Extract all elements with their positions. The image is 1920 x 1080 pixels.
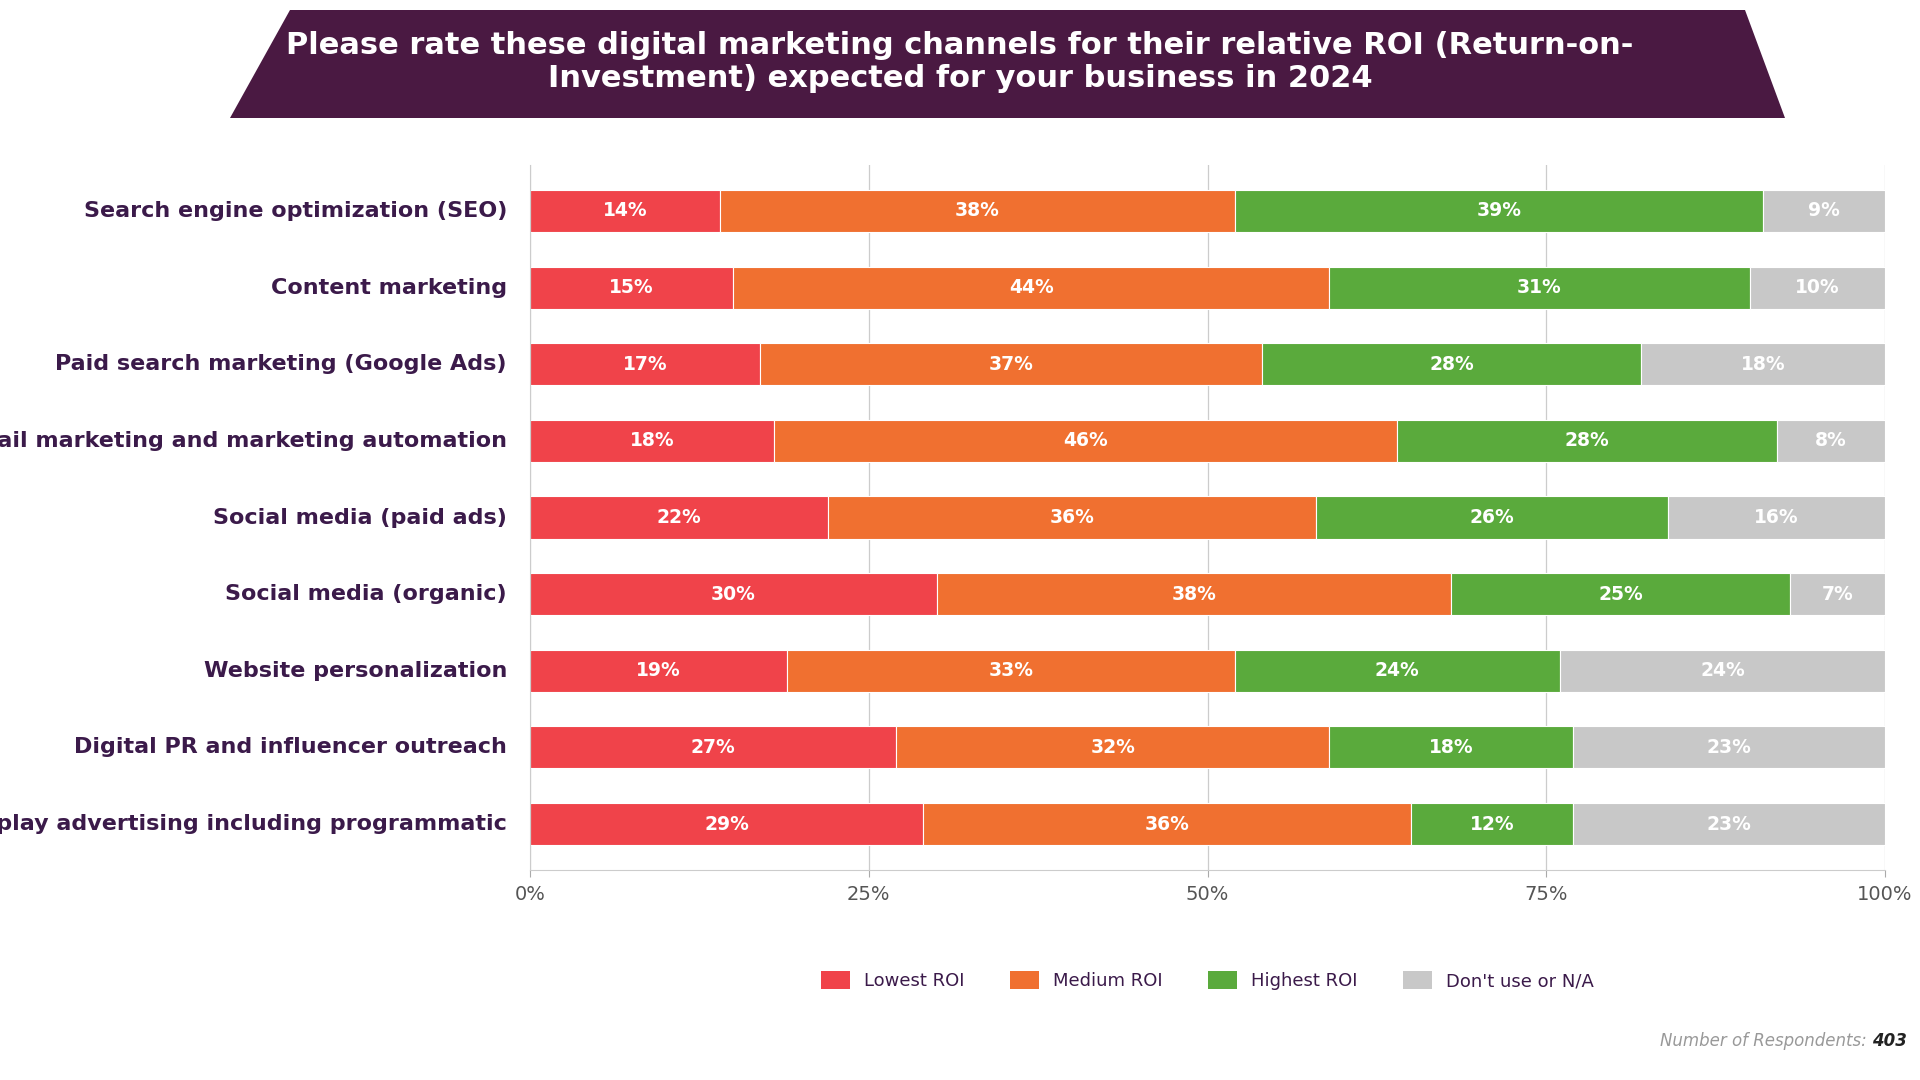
Bar	[530, 650, 787, 692]
Bar	[1452, 573, 1789, 616]
Bar	[530, 190, 720, 232]
Bar	[530, 343, 760, 386]
Bar	[774, 420, 1398, 462]
Text: Number of Respondents:: Number of Respondents:	[1661, 1031, 1872, 1050]
Bar	[1235, 650, 1559, 692]
Bar	[530, 573, 937, 616]
Text: 23%: 23%	[1707, 738, 1751, 757]
Bar	[828, 497, 1315, 539]
Text: 19%: 19%	[636, 661, 682, 680]
Bar	[530, 497, 828, 539]
Bar	[530, 267, 733, 309]
Bar	[1398, 420, 1776, 462]
Text: 24%: 24%	[1375, 661, 1419, 680]
Bar	[787, 650, 1235, 692]
Text: 31%: 31%	[1517, 279, 1561, 297]
Text: 10%: 10%	[1795, 279, 1839, 297]
Text: 28%: 28%	[1565, 431, 1609, 450]
Legend: Lowest ROI, Medium ROI, Highest ROI, Don't use or N/A: Lowest ROI, Medium ROI, Highest ROI, Don…	[814, 963, 1601, 998]
Text: 18%: 18%	[630, 431, 674, 450]
Text: 38%: 38%	[1171, 584, 1217, 604]
Text: 44%: 44%	[1010, 279, 1054, 297]
Text: 33%: 33%	[989, 661, 1033, 680]
Bar	[924, 802, 1411, 845]
Text: 7%: 7%	[1822, 584, 1853, 604]
Bar	[1776, 420, 1885, 462]
Bar	[1668, 497, 1885, 539]
Bar	[530, 727, 897, 769]
Text: Paid search marketing (Google Ads): Paid search marketing (Google Ads)	[56, 354, 507, 375]
Text: 39%: 39%	[1476, 202, 1521, 220]
Text: Social media (paid ads): Social media (paid ads)	[213, 508, 507, 527]
Text: 12%: 12%	[1469, 814, 1515, 834]
Bar	[733, 267, 1329, 309]
Text: Digital PR and influencer outreach: Digital PR and influencer outreach	[75, 738, 507, 757]
Text: Website personalization: Website personalization	[204, 661, 507, 680]
Text: 9%: 9%	[1809, 202, 1839, 220]
Text: Social media (organic): Social media (organic)	[225, 584, 507, 604]
Bar	[720, 190, 1235, 232]
Text: 36%: 36%	[1050, 508, 1094, 527]
Bar	[1749, 267, 1885, 309]
Bar	[1329, 267, 1749, 309]
Text: Please rate these digital marketing channels for their relative ROI (Return-on-
: Please rate these digital marketing chan…	[286, 30, 1634, 93]
Text: Content marketing: Content marketing	[271, 278, 507, 298]
Bar	[1411, 802, 1572, 845]
Text: 23%: 23%	[1707, 814, 1751, 834]
Text: 30%: 30%	[710, 584, 756, 604]
Text: 26%: 26%	[1469, 508, 1515, 527]
Bar	[1559, 650, 1885, 692]
Text: 37%: 37%	[989, 354, 1033, 374]
Text: 28%: 28%	[1428, 354, 1475, 374]
Bar	[1572, 802, 1885, 845]
Text: Email marketing and marketing automation: Email marketing and marketing automation	[0, 431, 507, 450]
Bar	[1572, 727, 1885, 769]
Text: 29%: 29%	[705, 814, 749, 834]
Bar	[1642, 343, 1885, 386]
Bar	[1763, 190, 1885, 232]
Bar	[1235, 190, 1763, 232]
Text: 25%: 25%	[1597, 584, 1644, 604]
Text: 36%: 36%	[1144, 814, 1188, 834]
Bar	[1315, 497, 1668, 539]
Bar	[1329, 727, 1572, 769]
Bar	[937, 573, 1452, 616]
Text: 8%: 8%	[1814, 431, 1847, 450]
Text: 38%: 38%	[954, 202, 1000, 220]
Text: 403: 403	[1872, 1031, 1907, 1050]
Text: 18%: 18%	[1741, 354, 1786, 374]
Bar	[1789, 573, 1885, 616]
Bar	[530, 802, 924, 845]
Text: 17%: 17%	[622, 354, 668, 374]
Text: 32%: 32%	[1091, 738, 1135, 757]
Text: Search engine optimization (SEO): Search engine optimization (SEO)	[84, 201, 507, 221]
Text: 15%: 15%	[609, 279, 655, 297]
Text: 18%: 18%	[1428, 738, 1475, 757]
Text: 14%: 14%	[603, 202, 647, 220]
Bar	[1261, 343, 1642, 386]
Text: 16%: 16%	[1755, 508, 1799, 527]
Text: Display advertising including programmatic: Display advertising including programmat…	[0, 814, 507, 834]
Bar	[530, 420, 774, 462]
Text: 22%: 22%	[657, 508, 701, 527]
Text: 27%: 27%	[691, 738, 735, 757]
Bar	[760, 343, 1261, 386]
Bar	[897, 727, 1329, 769]
Text: 46%: 46%	[1064, 431, 1108, 450]
Text: 24%: 24%	[1699, 661, 1745, 680]
